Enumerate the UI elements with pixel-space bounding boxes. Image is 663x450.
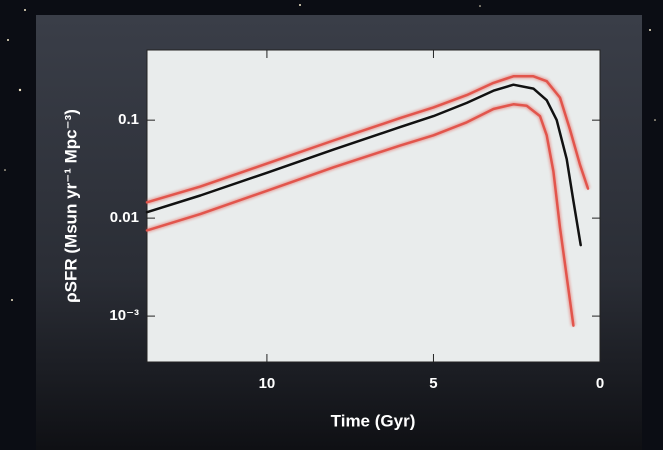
y-tick-label: 0.01: [110, 209, 139, 226]
y-tick-label: 0.1: [118, 111, 139, 128]
stars: [4, 4, 656, 301]
series-line: [145, 75, 590, 204]
series-line: [145, 103, 575, 327]
y-axis-label: ρSFR (Msun yr⁻¹ Mpc⁻³): [61, 109, 80, 303]
plot-area: [146, 49, 601, 363]
x-tick-label: 10: [259, 375, 276, 392]
x-tick-label: 5: [429, 375, 437, 392]
series-line: [145, 83, 582, 247]
x-tick-label: 0: [596, 375, 604, 392]
x-axis-label: Time (Gyr): [331, 411, 416, 430]
y-tick-label: 10⁻³: [109, 307, 139, 324]
